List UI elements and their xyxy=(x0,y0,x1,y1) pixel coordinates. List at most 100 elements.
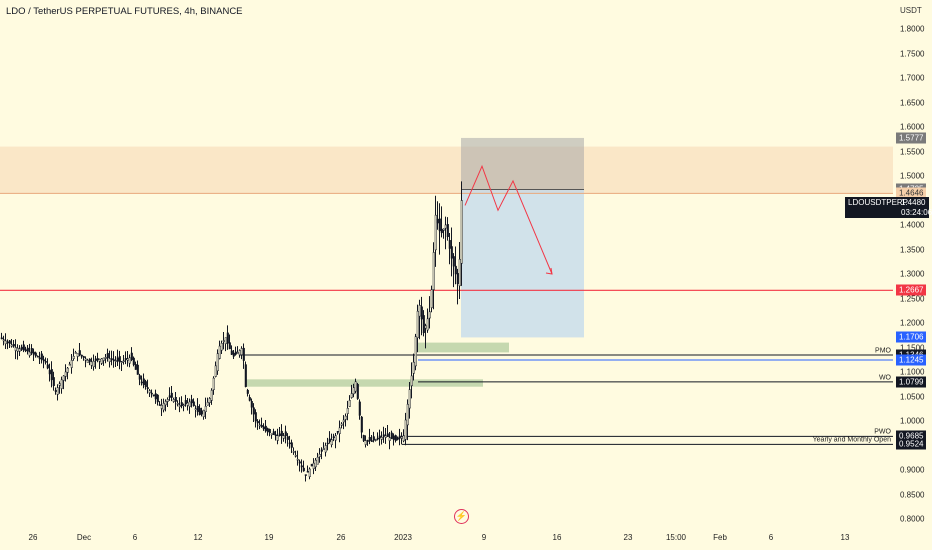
candle-body xyxy=(24,349,27,352)
candle-body xyxy=(90,361,93,366)
candle-body xyxy=(256,421,259,424)
candle-body xyxy=(152,394,155,397)
candle-body xyxy=(60,379,63,389)
price-tag: 0.9685 xyxy=(896,430,927,442)
candle-body xyxy=(410,375,413,386)
candle-body xyxy=(10,344,13,347)
candle-body xyxy=(448,240,451,249)
candle-body xyxy=(102,357,105,361)
price-tag: 1.1706 xyxy=(896,331,927,343)
candle-body xyxy=(308,468,311,477)
y-tick-label: 1.7500 xyxy=(900,49,925,58)
candle-body xyxy=(216,353,219,372)
candle-body xyxy=(198,407,201,415)
candle-body xyxy=(346,408,349,414)
candle-body xyxy=(84,358,87,361)
candle-body xyxy=(374,439,377,441)
price-tag: 1.2667 xyxy=(896,284,927,296)
candle-body xyxy=(332,436,335,438)
candle-body xyxy=(380,436,383,440)
candle-body xyxy=(276,435,279,441)
x-tick-label: 26 xyxy=(28,533,38,542)
y-tick-label: 1.0000 xyxy=(900,416,925,426)
candle-body xyxy=(354,381,357,392)
x-tick-label: Feb xyxy=(713,533,727,542)
x-tick-label: Dec xyxy=(76,533,92,542)
candle-body xyxy=(364,440,367,445)
level-annotation: WO xyxy=(878,374,891,382)
candle-body xyxy=(398,435,401,439)
candle-body xyxy=(312,462,315,470)
price-tag: 1.0799 xyxy=(896,376,927,388)
candle-body xyxy=(132,357,135,365)
level-annotation: PWO xyxy=(874,428,891,436)
candle-body xyxy=(160,405,163,409)
candle-body xyxy=(194,408,197,410)
candle-body xyxy=(174,396,177,402)
candle-body xyxy=(124,358,127,360)
candle-body xyxy=(430,289,433,308)
candle-body xyxy=(32,351,35,355)
candle-body xyxy=(268,429,271,434)
candle-body xyxy=(170,392,173,398)
candle-body xyxy=(172,399,175,402)
candle-body xyxy=(234,351,237,355)
x-tick-label: 19 xyxy=(264,533,274,542)
candle-body xyxy=(52,377,55,386)
candle-body xyxy=(444,224,447,229)
x-tick-label: 26 xyxy=(336,533,346,542)
candle-body xyxy=(218,345,221,359)
x-tick-label: 6 xyxy=(768,533,774,542)
candle-body xyxy=(196,406,199,412)
candle-body xyxy=(432,252,435,290)
projection-path xyxy=(464,164,553,275)
candle-body xyxy=(54,390,57,392)
candle-body xyxy=(272,431,275,435)
candle-body xyxy=(280,430,283,436)
candle-body xyxy=(290,442,293,448)
candle-body xyxy=(334,435,337,441)
candle-body xyxy=(62,375,65,381)
candle-body xyxy=(340,423,343,426)
candle-body xyxy=(284,431,287,436)
candle-body xyxy=(200,410,203,415)
candle-body xyxy=(48,370,51,375)
candle-body xyxy=(14,347,17,351)
candle-body xyxy=(28,351,31,356)
y-tick-label: 1.0500 xyxy=(900,392,925,401)
x-tick-label: 2023 xyxy=(394,533,412,542)
candle-body xyxy=(162,403,165,411)
candle-body xyxy=(34,352,37,356)
candle-body xyxy=(442,228,445,231)
candle-body xyxy=(204,406,207,412)
candle-body xyxy=(436,218,439,224)
candle-body xyxy=(372,436,375,441)
candle-body xyxy=(278,433,281,436)
candle-body xyxy=(106,353,109,359)
candle-body xyxy=(400,436,403,439)
x-tick-label: 6 xyxy=(132,533,138,542)
candle-body xyxy=(434,214,437,251)
y-tick-label: 1.5500 xyxy=(900,147,925,156)
zone-supply xyxy=(0,146,893,194)
candle-body xyxy=(78,350,81,356)
candle-body xyxy=(242,347,245,361)
candle-body xyxy=(156,394,159,403)
price-tag: 0.9524 xyxy=(896,438,927,450)
candle-body xyxy=(414,336,417,367)
candle-body xyxy=(288,442,291,445)
candle-body xyxy=(396,437,399,440)
candle-body xyxy=(424,325,427,329)
price-tag: 1.4646 xyxy=(896,187,927,199)
candle-body xyxy=(96,358,99,361)
y-tick-label: 1.2500 xyxy=(900,294,925,303)
lightning-icon[interactable]: ⚡ xyxy=(454,509,469,524)
candle-body xyxy=(342,419,345,423)
y-tick-label: 1.5000 xyxy=(900,171,925,181)
candle-body xyxy=(58,383,61,386)
candle-body xyxy=(148,390,151,393)
y-tick-label: 1.1000 xyxy=(900,367,925,377)
bar-countdown: 03:24:06 xyxy=(901,208,932,217)
